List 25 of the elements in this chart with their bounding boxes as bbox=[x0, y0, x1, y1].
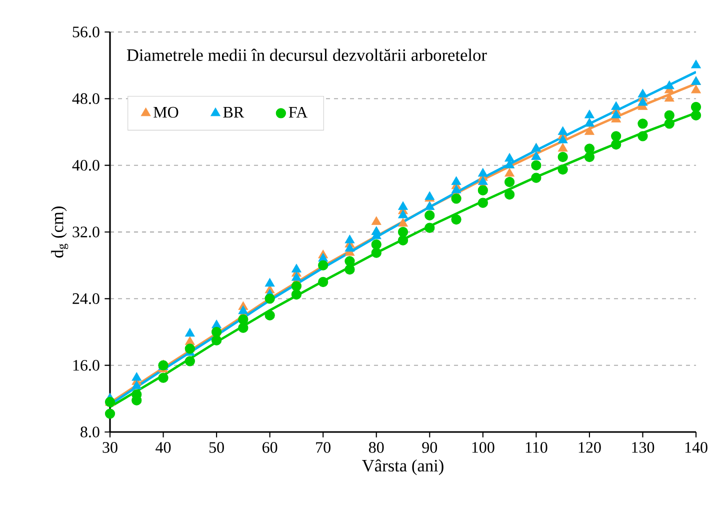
x-tick-label: 80 bbox=[368, 442, 384, 453]
x-tick-label: 50 bbox=[209, 442, 224, 453]
x-tick-label: 30 bbox=[102, 442, 118, 453]
y-tick-label: 56.0 bbox=[72, 26, 100, 38]
y-tick-label: 24.0 bbox=[72, 293, 100, 304]
x-tick-label: 70 bbox=[316, 442, 330, 453]
y-tick-label: 32.0 bbox=[72, 226, 100, 238]
x-tick-label: 40 bbox=[156, 442, 171, 453]
y-tick-label: 40.0 bbox=[72, 160, 100, 171]
legend-label: FA bbox=[288, 106, 308, 118]
y-tick-label: 16.0 bbox=[73, 360, 100, 371]
x-axis-title: Vârsta (ani) bbox=[362, 459, 444, 476]
x-tick-label: 140 bbox=[685, 442, 708, 453]
x-tick-label: 60 bbox=[262, 442, 278, 453]
x-tick-label: 100 bbox=[472, 442, 494, 453]
y-axis-title: d$_{g}$ (cm) bbox=[51, 206, 68, 258]
x-tick-label: 110 bbox=[526, 442, 548, 453]
text: Diametrele medii în decursul dezvoltării arboretelor bbox=[126, 48, 487, 61]
x-tick-label: 90 bbox=[422, 442, 438, 453]
x-tick-label: 120 bbox=[578, 442, 601, 453]
y-tick-label: 48.0 bbox=[72, 93, 100, 104]
legend-label: MO bbox=[154, 106, 178, 118]
x-tick-label: 130 bbox=[632, 442, 654, 453]
y-tick-label: 8.0 bbox=[80, 426, 100, 438]
legend-label: BR bbox=[223, 106, 244, 118]
